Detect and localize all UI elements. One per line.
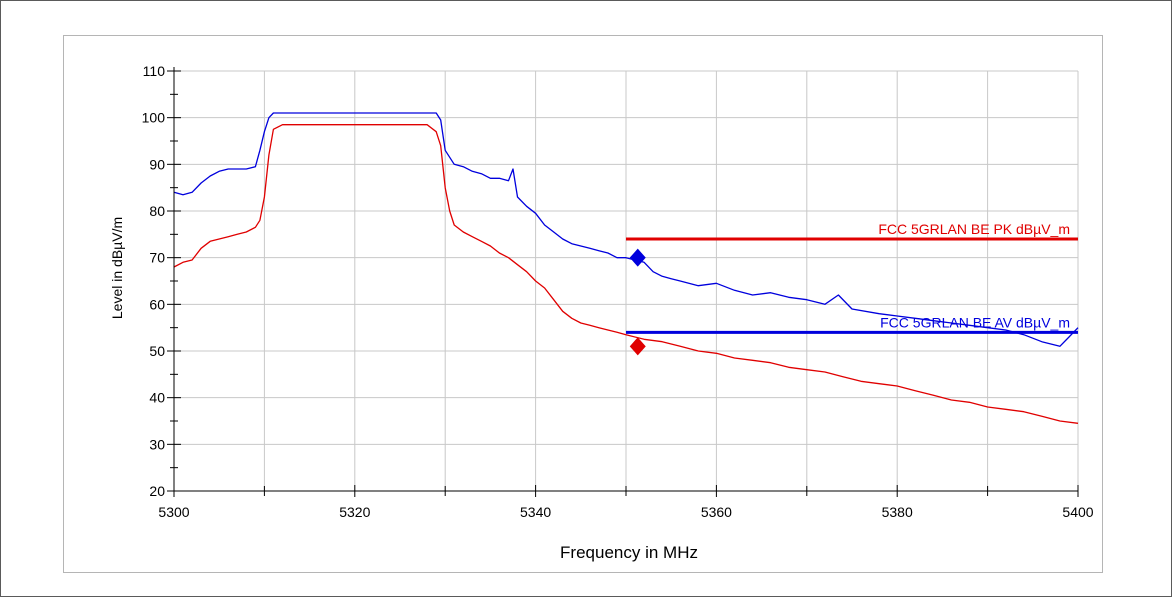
y-tick-label: 30 — [149, 436, 165, 452]
diamond-marker — [629, 337, 646, 356]
y-tick-label: 80 — [149, 203, 165, 219]
x-tick-label: 5300 — [158, 504, 189, 520]
axis-layer: 20 30 40 50 60 70 80 90 100 110 5300 5320 5340 5360 53… — [142, 63, 1094, 520]
series-layer — [173, 112, 1079, 424]
x-tick-label: 5340 — [520, 504, 551, 520]
y-tick-label: 100 — [142, 110, 166, 126]
y-tick-label: 60 — [149, 296, 165, 312]
y-tick-label: 50 — [149, 343, 165, 359]
diamond-marker — [629, 248, 646, 267]
peak-trace-line — [173, 112, 1079, 347]
x-axis-title: Frequency in MHz — [560, 543, 698, 562]
x-tick-label: 5380 — [882, 504, 913, 520]
y-axis-title: Level in dBµV/m — [109, 217, 125, 319]
limit-line-label: FCC 5GRLAN BE PK dBµV_m — [878, 221, 1070, 237]
chart-panel: 20 30 40 50 60 70 80 90 100 110 5300 5320 5340 5360 53… — [63, 35, 1103, 573]
y-tick-label: 110 — [143, 63, 166, 79]
y-tick-label: 90 — [149, 156, 165, 172]
marker-layer — [629, 248, 646, 356]
limit-line-label: FCC 5GRLAN BE AV dBµV_m — [880, 314, 1070, 330]
label-layer: FCC 5GRLAN BE PK dBµV_m FCC 5GRLAN BE AV … — [878, 221, 1070, 330]
x-tick-label: 5400 — [1062, 504, 1093, 520]
emission-chart: 20 30 40 50 60 70 80 90 100 110 5300 5320 5340 5360 53… — [109, 63, 1094, 562]
x-tick-label: 5360 — [701, 504, 732, 520]
y-tick-label: 20 — [149, 483, 165, 499]
limit-layer — [626, 237, 1078, 334]
average-trace-line — [173, 124, 1079, 424]
x-tick-label: 5320 — [339, 504, 370, 520]
grid-layer — [173, 70, 1079, 492]
y-tick-label: 70 — [149, 250, 165, 266]
y-tick-label: 40 — [149, 390, 165, 406]
